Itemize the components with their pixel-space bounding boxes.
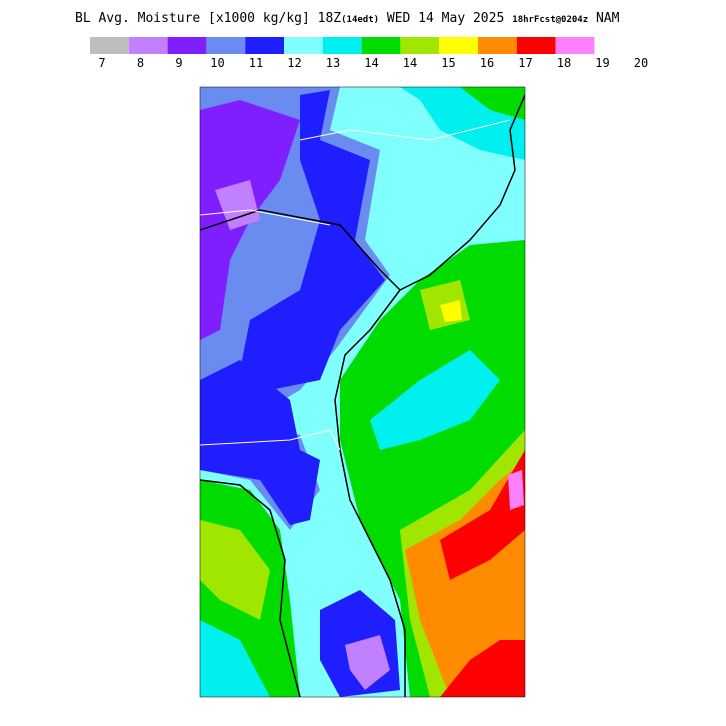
title-main: BL Avg. Moisture [x1000 kg/kg] 18Z xyxy=(75,11,341,26)
colorbar-swatch xyxy=(245,37,284,54)
colorbar-label: 12 xyxy=(287,56,301,70)
colorbar-label: 10 xyxy=(210,56,224,70)
colorbar-label: 14 xyxy=(364,56,378,70)
colorbar-swatch xyxy=(206,37,246,54)
coastline xyxy=(200,479,301,697)
colorbar-swatch xyxy=(322,37,362,54)
model-name: NAM xyxy=(588,11,619,26)
colorbar-label: 11 xyxy=(249,56,263,70)
moisture-region xyxy=(240,90,385,390)
colorbar-label: 7 xyxy=(98,56,105,70)
coastline xyxy=(334,289,406,697)
colorbar: 7 8 9 10 11 12 13 14 14 15 16 17 18 19 20 xyxy=(90,37,648,70)
moisture-region xyxy=(460,87,525,120)
coastline xyxy=(200,94,525,291)
state-border xyxy=(200,429,341,451)
colorbar-label: 19 xyxy=(595,56,609,70)
state-border xyxy=(299,119,511,141)
map xyxy=(199,86,526,698)
moisture-region xyxy=(200,360,320,525)
colorbar-swatch xyxy=(516,37,556,54)
colorbar-label: 16 xyxy=(480,56,494,70)
colorbar-swatch xyxy=(361,37,401,54)
moisture-region xyxy=(440,640,525,697)
colorbar-swatch xyxy=(284,37,323,54)
moisture-region xyxy=(200,520,270,620)
colorbar-swatch xyxy=(400,37,440,54)
colorbar-swatch xyxy=(555,37,595,54)
colorbar-label: 20 xyxy=(634,56,648,70)
colorbar-label: 15 xyxy=(441,56,455,70)
colorbar-label: 8 xyxy=(137,56,144,70)
moisture-region xyxy=(440,450,525,580)
moisture-region xyxy=(370,350,500,450)
title-local-time: (14edt) xyxy=(341,15,379,25)
colorbar-swatch xyxy=(167,37,207,54)
moisture-region xyxy=(440,300,462,322)
colorbar-label: 14 xyxy=(403,56,417,70)
colorbar-label: 13 xyxy=(326,56,340,70)
state-border xyxy=(200,209,331,226)
title-date: WED 14 May 2025 xyxy=(379,11,504,26)
map-frame xyxy=(199,86,526,698)
title: BL Avg. Moisture [x1000 kg/kg] 18Z(14edt… xyxy=(75,11,620,26)
moisture-region xyxy=(215,180,260,230)
colorbar-label: 17 xyxy=(518,56,532,70)
colorbar-swatch xyxy=(128,37,168,54)
moisture-region xyxy=(508,470,524,510)
colorbar-swatch xyxy=(90,37,129,54)
forecast-info: 18hrFcst@0204z xyxy=(512,15,588,25)
colorbar-label: 18 xyxy=(557,56,571,70)
moisture-region xyxy=(200,620,270,697)
colorbar-label: 9 xyxy=(175,56,182,70)
moisture-region xyxy=(345,635,390,690)
colorbar-swatch xyxy=(478,37,517,54)
colorbar-swatch xyxy=(439,37,478,54)
